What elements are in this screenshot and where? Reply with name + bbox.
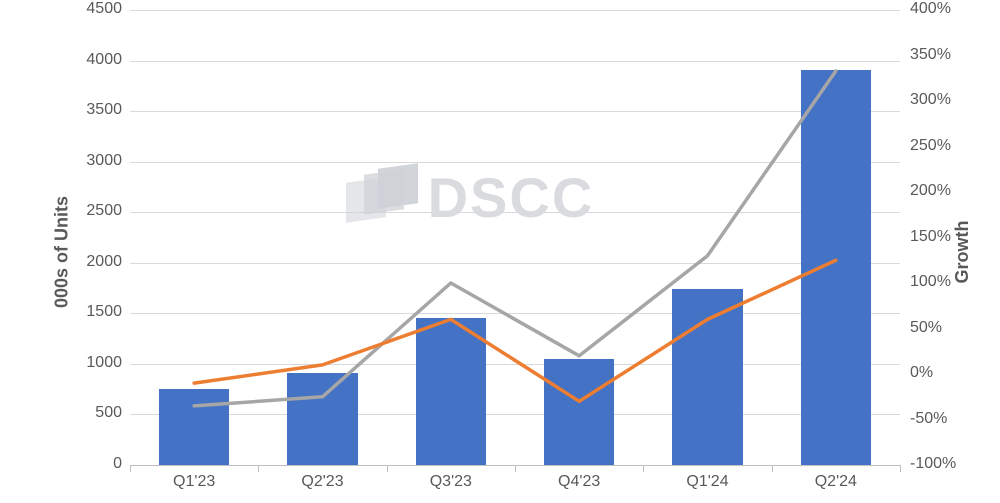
chart-container: 000s of Units Growth DSCC 05001000150020…: [0, 0, 1000, 503]
y1-tick-label: 1000: [62, 354, 122, 372]
y2-tick-label: 300%: [910, 91, 980, 109]
y2-tick-label: 350%: [910, 46, 980, 64]
y1-tick-label: 0: [62, 455, 122, 473]
x-category-label: Q4'23: [558, 473, 600, 491]
y2-tick-label: 200%: [910, 182, 980, 200]
y1-tick-label: 2000: [62, 253, 122, 271]
y2-tick-label: -100%: [910, 455, 980, 473]
x-category-label: Q2'24: [815, 473, 857, 491]
y1-tick-label: 3500: [62, 101, 122, 119]
x-category-separator: [387, 465, 388, 472]
x-category-separator: [515, 465, 516, 472]
y2-tick-label: -50%: [910, 410, 980, 428]
x-category-separator: [900, 465, 901, 472]
plot-area: DSCC: [130, 10, 900, 465]
line-series-orange: [194, 260, 836, 401]
x-category-label: Q2'23: [301, 473, 343, 491]
y1-tick-label: 2500: [62, 202, 122, 220]
y2-tick-label: 400%: [910, 0, 980, 18]
y1-tick-label: 500: [62, 404, 122, 422]
y2-tick-label: 0%: [910, 364, 980, 382]
x-category-separator: [258, 465, 259, 472]
y1-tick-label: 4500: [62, 0, 122, 18]
y1-tick-label: 1500: [62, 303, 122, 321]
y2-tick-label: 100%: [910, 273, 980, 291]
x-category-label: Q1'23: [173, 473, 215, 491]
x-category-label: Q1'24: [686, 473, 728, 491]
y1-tick-label: 3000: [62, 152, 122, 170]
x-category-label: Q3'23: [430, 473, 472, 491]
y2-tick-label: 250%: [910, 137, 980, 155]
x-category-separator: [772, 465, 773, 472]
line-series-gray: [194, 71, 836, 406]
line-layer: [130, 10, 900, 465]
x-axis-line: [130, 465, 900, 466]
x-category-separator: [130, 465, 131, 472]
x-category-separator: [643, 465, 644, 472]
y2-tick-label: 50%: [910, 319, 980, 337]
y1-tick-label: 4000: [62, 51, 122, 69]
y2-tick-label: 150%: [910, 228, 980, 246]
